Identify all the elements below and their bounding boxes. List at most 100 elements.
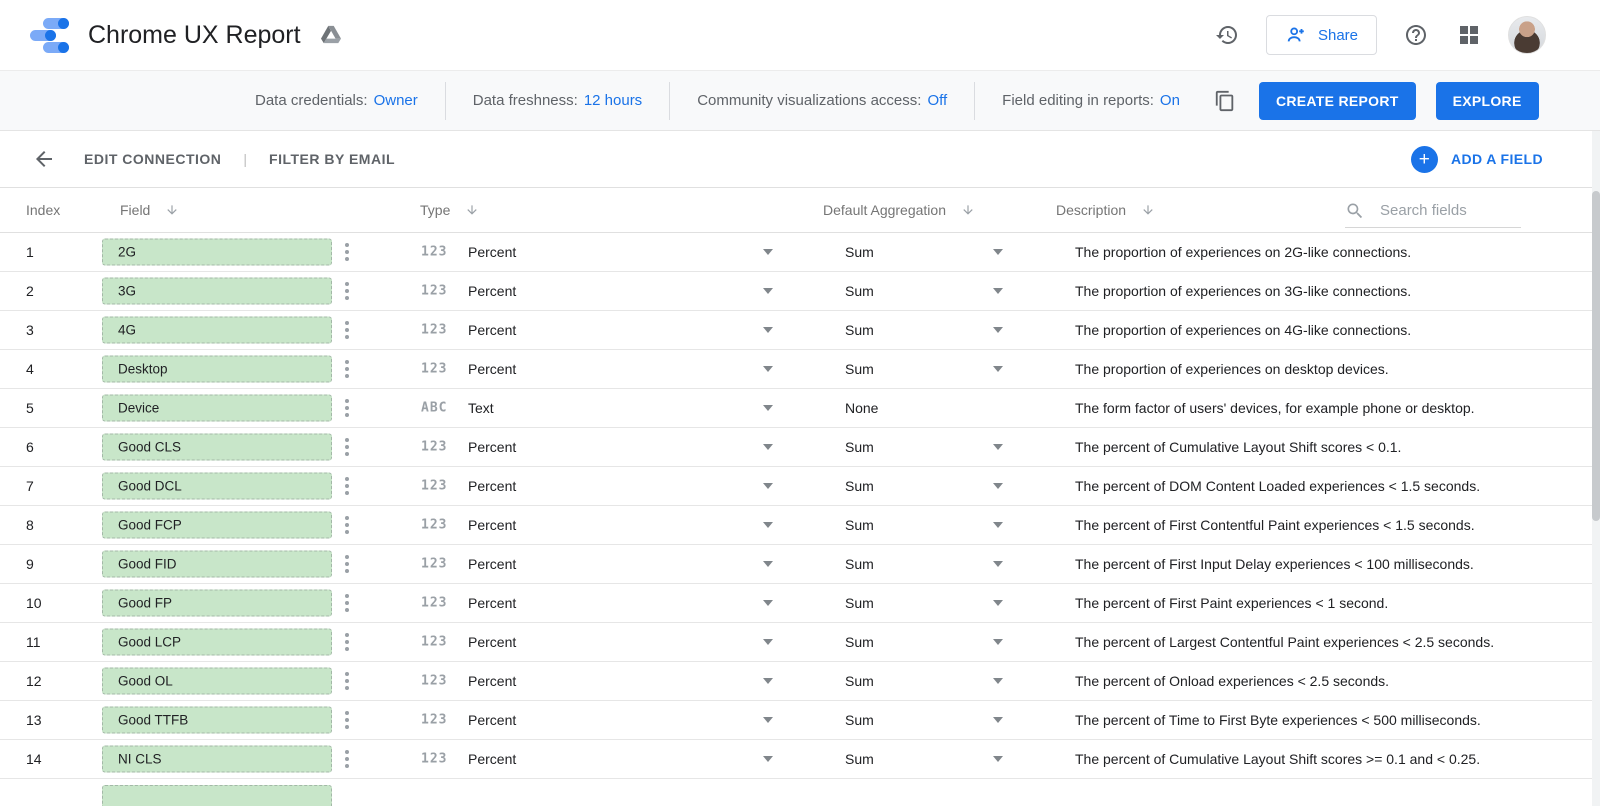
type-dropdown-arrow[interactable] — [763, 405, 773, 411]
kebab-menu-icon[interactable] — [341, 629, 353, 655]
version-history-icon[interactable] — [1213, 21, 1241, 49]
aggregation-value[interactable]: Sum — [845, 283, 874, 299]
type-dropdown-arrow[interactable] — [763, 288, 773, 294]
field-name-chip[interactable]: Good LCP — [102, 628, 332, 656]
search-fields-input[interactable] — [1380, 202, 1500, 219]
field-name-chip[interactable]: NI CLS — [102, 745, 332, 773]
type-value[interactable]: Percent — [468, 283, 517, 299]
field-name-chip[interactable]: Good TTFB — [102, 706, 332, 734]
field-name-chip[interactable]: Good FID — [102, 550, 332, 578]
data-freshness-value[interactable]: 12 hours — [583, 92, 643, 109]
aggregation-dropdown-arrow[interactable] — [993, 288, 1003, 294]
aggregation-value[interactable]: Sum — [845, 439, 874, 455]
kebab-menu-icon[interactable] — [341, 434, 353, 460]
type-value[interactable]: Percent — [468, 244, 517, 260]
field-name-chip[interactable]: Good OL — [102, 667, 332, 695]
type-dropdown-arrow[interactable] — [763, 561, 773, 567]
aggregation-value[interactable]: Sum — [845, 595, 874, 611]
avatar[interactable] — [1508, 16, 1546, 54]
help-icon[interactable] — [1402, 21, 1430, 49]
type-value[interactable]: Percent — [468, 673, 517, 689]
kebab-menu-icon[interactable] — [341, 239, 353, 265]
type-value[interactable]: Text — [468, 400, 494, 416]
field-name-chip[interactable]: Good CLS — [102, 433, 332, 461]
aggregation-value[interactable]: Sum — [845, 673, 874, 689]
field-name-chip[interactable]: 2G — [102, 238, 332, 266]
aggregation-dropdown-arrow[interactable] — [993, 522, 1003, 528]
aggregation-dropdown-arrow[interactable] — [993, 366, 1003, 372]
aggregation-dropdown-arrow[interactable] — [993, 444, 1003, 450]
sort-down-icon[interactable] — [1141, 203, 1155, 217]
scrollbar-thumb[interactable] — [1592, 191, 1600, 521]
aggregation-value[interactable]: Sum — [845, 751, 874, 767]
aggregation-value[interactable]: Sum — [845, 244, 874, 260]
type-dropdown-arrow[interactable] — [763, 522, 773, 528]
data-credentials-value[interactable]: Owner — [373, 92, 418, 109]
field-editing-value[interactable]: On — [1159, 92, 1180, 109]
type-value[interactable]: Percent — [468, 322, 517, 338]
field-name-chip[interactable] — [102, 785, 332, 806]
type-dropdown-arrow[interactable] — [763, 600, 773, 606]
field-name-chip[interactable]: Good FCP — [102, 511, 332, 539]
field-name-chip[interactable]: Good DCL — [102, 472, 332, 500]
aggregation-dropdown-arrow[interactable] — [993, 249, 1003, 255]
create-report-button[interactable]: CREATE REPORT — [1258, 81, 1416, 120]
kebab-menu-icon[interactable] — [341, 473, 353, 499]
field-name-chip[interactable]: 4G — [102, 316, 332, 344]
aggregation-value[interactable]: Sum — [845, 361, 874, 377]
kebab-menu-icon[interactable] — [341, 551, 353, 577]
type-value[interactable]: Percent — [468, 556, 517, 572]
kebab-menu-icon[interactable] — [341, 512, 353, 538]
aggregation-dropdown-arrow[interactable] — [993, 717, 1003, 723]
type-value[interactable]: Percent — [468, 439, 517, 455]
field-name-chip[interactable]: 3G — [102, 277, 332, 305]
vertical-scrollbar[interactable] — [1592, 131, 1600, 806]
type-value[interactable]: Percent — [468, 634, 517, 650]
kebab-menu-icon[interactable] — [341, 395, 353, 421]
kebab-menu-icon[interactable] — [341, 278, 353, 304]
aggregation-dropdown-arrow[interactable] — [993, 600, 1003, 606]
sort-down-icon[interactable] — [165, 203, 179, 217]
kebab-menu-icon[interactable] — [341, 707, 353, 733]
type-dropdown-arrow[interactable] — [763, 717, 773, 723]
aggregation-value[interactable]: Sum — [845, 322, 874, 338]
field-name-chip[interactable]: Desktop — [102, 355, 332, 383]
type-dropdown-arrow[interactable] — [763, 444, 773, 450]
community-viz-value[interactable]: Off — [927, 92, 948, 109]
back-arrow-icon[interactable] — [30, 145, 58, 173]
apps-grid-icon[interactable] — [1455, 21, 1483, 49]
kebab-menu-icon[interactable] — [341, 746, 353, 772]
share-button[interactable]: Share — [1265, 15, 1377, 55]
field-name-chip[interactable]: Good FP — [102, 589, 332, 617]
type-dropdown-arrow[interactable] — [763, 249, 773, 255]
aggregation-value[interactable]: Sum — [845, 712, 874, 728]
type-value[interactable]: Percent — [468, 478, 517, 494]
aggregation-value[interactable]: Sum — [845, 517, 874, 533]
type-dropdown-arrow[interactable] — [763, 639, 773, 645]
kebab-menu-icon[interactable] — [341, 317, 353, 343]
explore-button[interactable]: EXPLORE — [1435, 81, 1539, 120]
type-value[interactable]: Percent — [468, 751, 517, 767]
type-dropdown-arrow[interactable] — [763, 483, 773, 489]
kebab-menu-icon[interactable] — [341, 590, 353, 616]
type-value[interactable]: Percent — [468, 712, 517, 728]
aggregation-dropdown-arrow[interactable] — [993, 639, 1003, 645]
add-a-field-button[interactable]: + ADD A FIELD — [1410, 145, 1543, 173]
edit-connection-button[interactable]: EDIT CONNECTION — [84, 151, 222, 167]
type-dropdown-arrow[interactable] — [763, 366, 773, 372]
aggregation-value[interactable]: None — [845, 400, 879, 416]
kebab-menu-icon[interactable] — [341, 356, 353, 382]
type-value[interactable]: Percent — [468, 361, 517, 377]
aggregation-dropdown-arrow[interactable] — [993, 483, 1003, 489]
page-title[interactable]: Chrome UX Report — [88, 20, 301, 49]
kebab-menu-icon[interactable] — [341, 668, 353, 694]
copy-icon[interactable] — [1211, 87, 1239, 115]
sort-down-icon[interactable] — [961, 203, 975, 217]
aggregation-dropdown-arrow[interactable] — [993, 327, 1003, 333]
aggregation-dropdown-arrow[interactable] — [993, 756, 1003, 762]
type-dropdown-arrow[interactable] — [763, 327, 773, 333]
aggregation-value[interactable]: Sum — [845, 478, 874, 494]
type-value[interactable]: Percent — [468, 595, 517, 611]
aggregation-value[interactable]: Sum — [845, 634, 874, 650]
aggregation-value[interactable]: Sum — [845, 556, 874, 572]
